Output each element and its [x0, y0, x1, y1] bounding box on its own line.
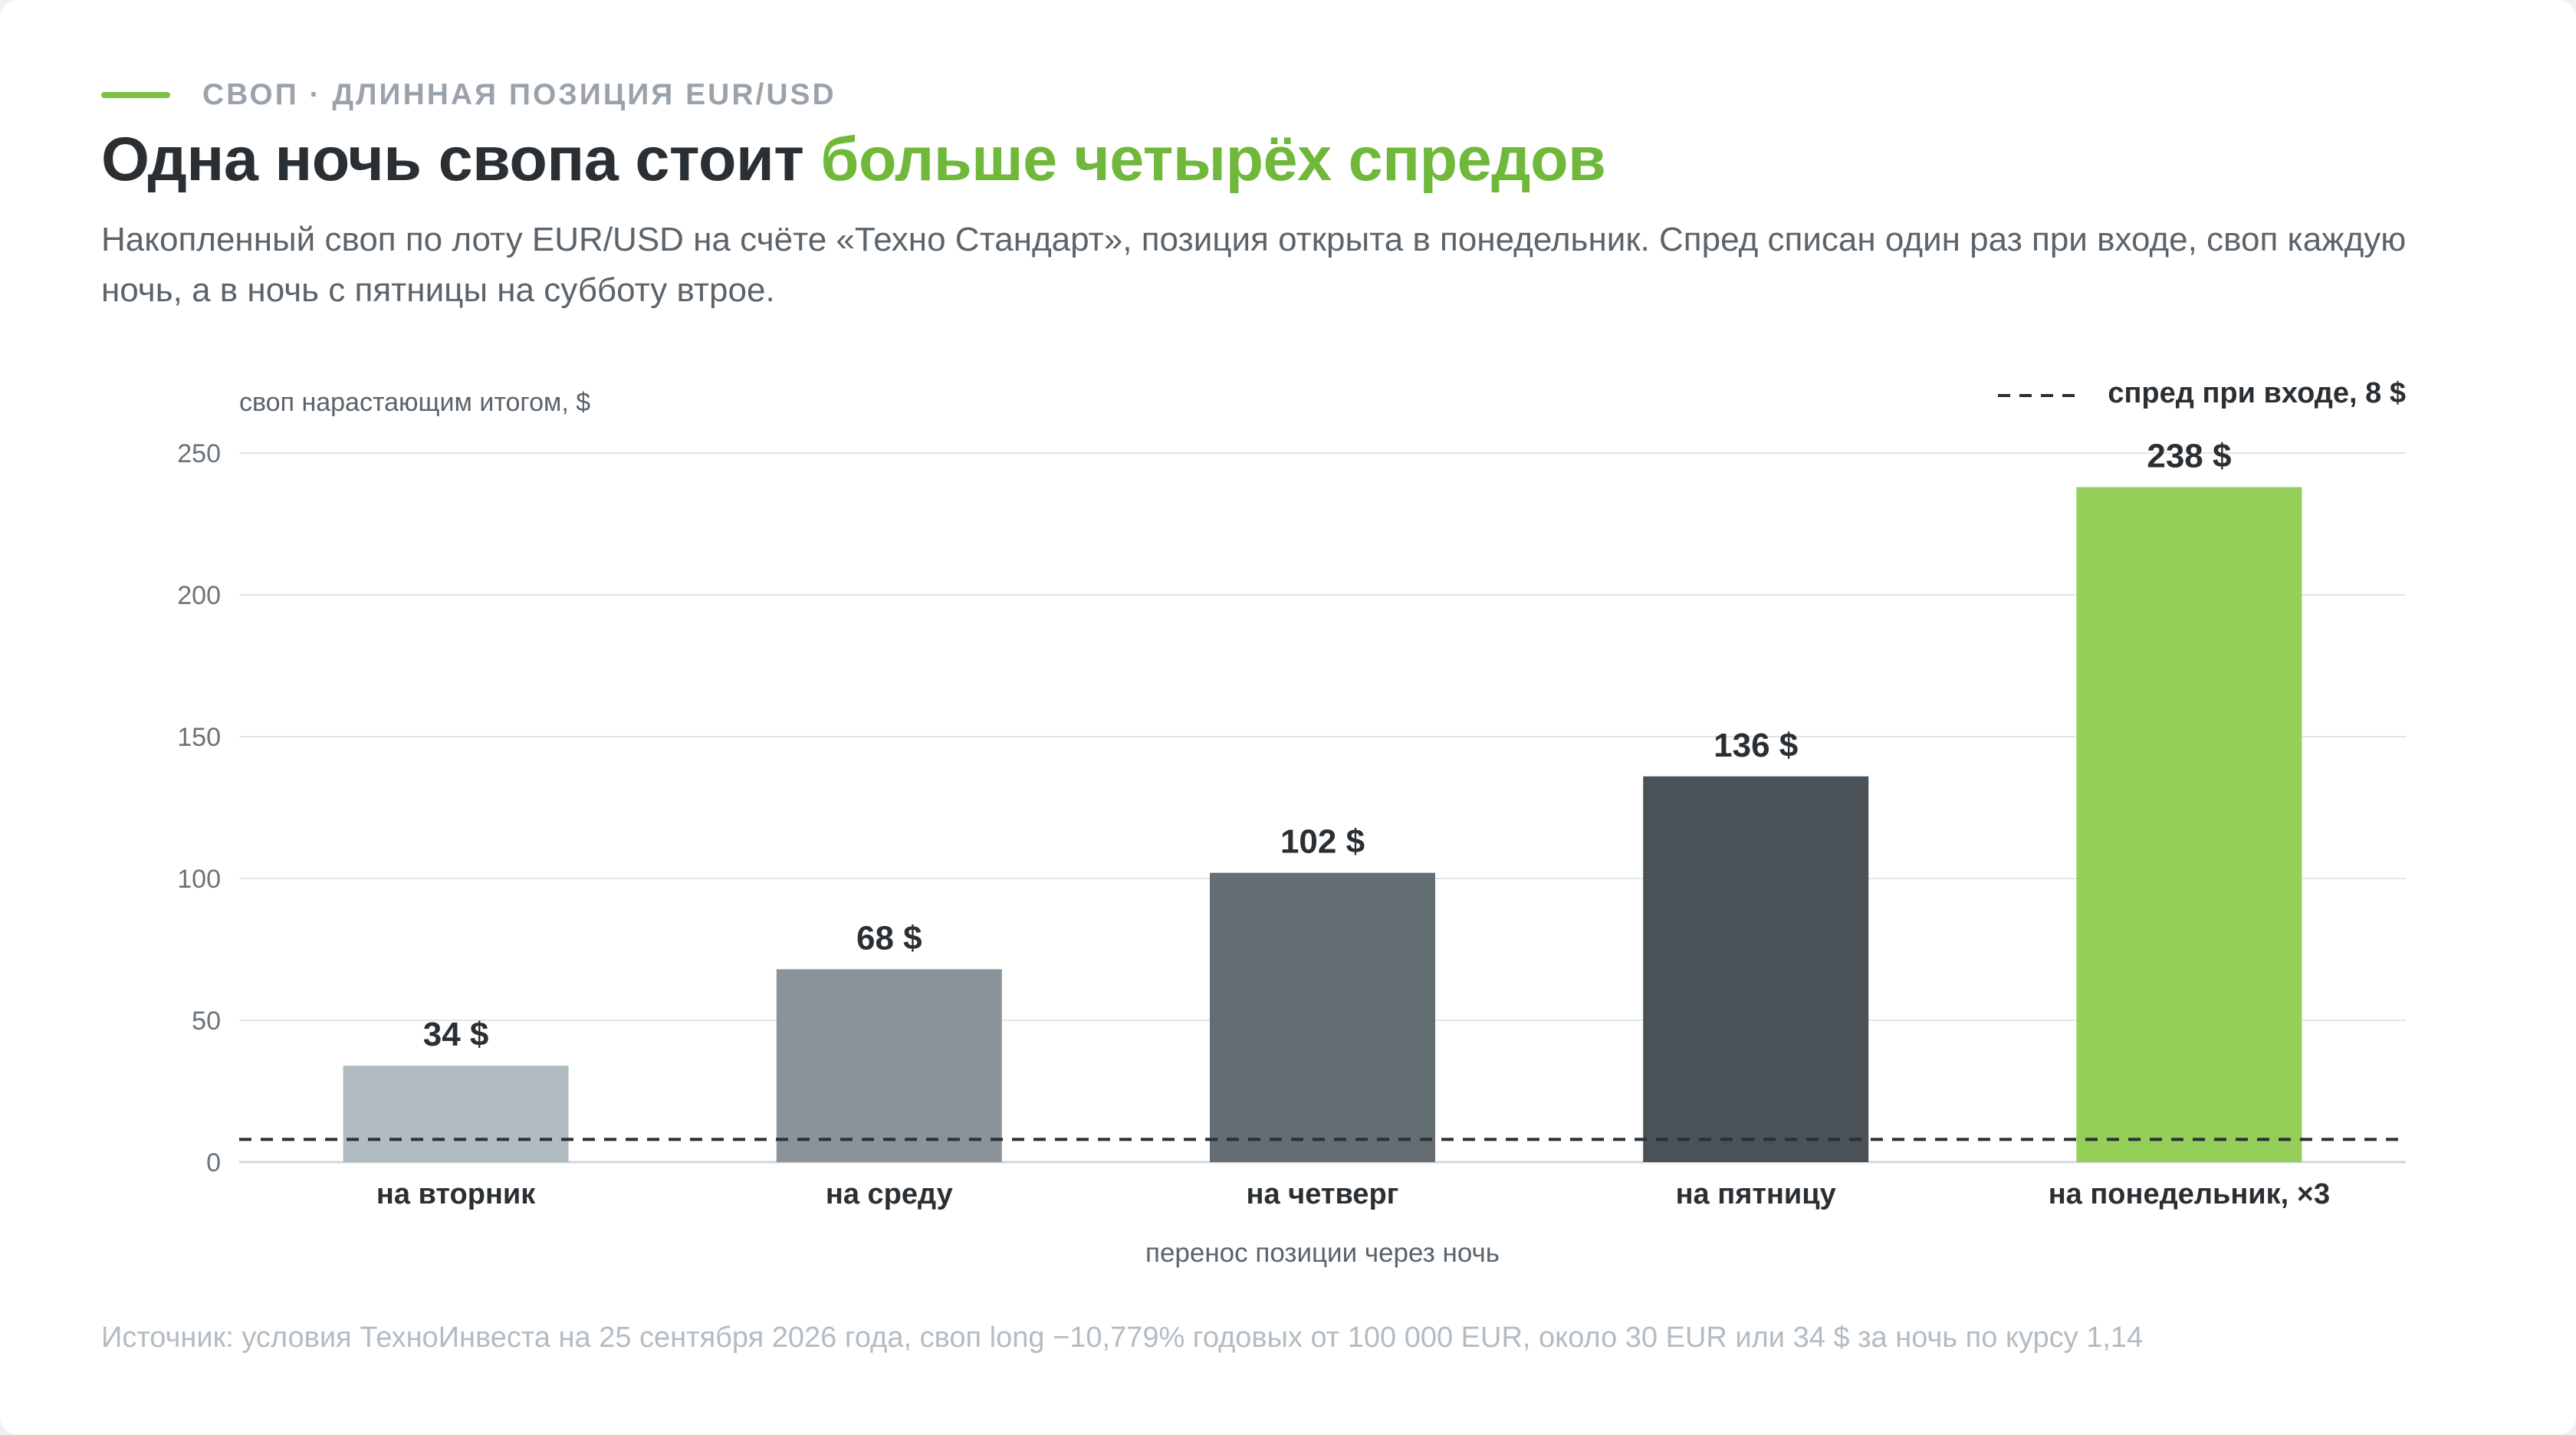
- title-main: Одна ночь свопа стоит: [101, 125, 821, 194]
- page-title: Одна ночь свопа стоит больше четырёх спр…: [101, 124, 1606, 195]
- x-axis-label: перенос позиции через ночь: [1145, 1238, 1500, 1268]
- bar-value-label: 102 $: [1280, 823, 1365, 861]
- bars: [343, 487, 2302, 1162]
- bar: [1643, 776, 1869, 1162]
- bar: [2076, 487, 2302, 1162]
- x-tick-label: на пятницу: [1676, 1178, 1836, 1210]
- bar-value-label: 34 $: [423, 1016, 489, 1053]
- source-note: Источник: условия ТехноИнвеста на 25 сен…: [101, 1322, 2144, 1354]
- y-axis-label: своп нарастающим итогом, $: [239, 388, 590, 417]
- x-tick-label: на четверг: [1247, 1178, 1399, 1210]
- grid-lines: [239, 452, 2406, 1164]
- y-tick-label: 150: [177, 723, 221, 752]
- bar-value-label: 238 $: [2147, 437, 2231, 475]
- y-axis-ticks: 0 50 100 150 200 250: [177, 439, 221, 1177]
- legend-label: спред при входе, 8 $: [2108, 377, 2406, 409]
- x-tick-label: на понедельник, ×3: [2049, 1178, 2330, 1210]
- y-tick-label: 50: [192, 1006, 221, 1036]
- bar: [1210, 872, 1435, 1162]
- bar: [776, 969, 1002, 1162]
- legend: спред при входе, 8 $: [1998, 377, 2406, 409]
- x-tick-label: на среду: [826, 1178, 953, 1210]
- y-tick-label: 0: [206, 1148, 221, 1177]
- value-labels: 34 $ 68 $ 102 $ 136 $ 238 $: [423, 437, 2232, 1053]
- title-accent: больше четырёх спредов: [820, 125, 1606, 194]
- bar-value-label: 136 $: [1714, 727, 1798, 764]
- bar: [343, 1066, 569, 1162]
- x-tick-label: на вторник: [376, 1178, 536, 1210]
- y-tick-label: 100: [177, 865, 221, 894]
- kicker-text: СВОП · ДЛИННАЯ ПОЗИЦИЯ EUR/USD: [202, 78, 836, 111]
- y-tick-label: 200: [177, 581, 221, 610]
- y-tick-label: 250: [177, 439, 221, 468]
- subtitle: Накопленный своп по лоту EUR/USD на счёт…: [101, 221, 2407, 309]
- kicker: СВОП · ДЛИННАЯ ПОЗИЦИЯ EUR/USD: [101, 77, 836, 113]
- bar-value-label: 68 $: [856, 919, 922, 957]
- category-labels: на вторник на среду на четверг на пятницу на…: [376, 1178, 2330, 1210]
- kicker-accent-bar: [101, 92, 170, 98]
